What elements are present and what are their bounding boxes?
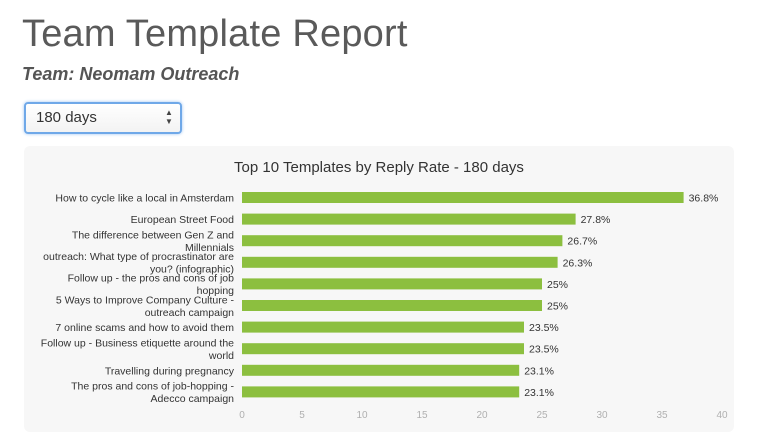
chart-title: Top 10 Templates by Reply Rate - 180 day… [234,159,524,176]
x-tick-label-25: 25 [536,410,548,421]
category-label-9: Travelling during pregnancy [105,365,235,377]
bar-3[interactable] [242,235,563,247]
date-range-select[interactable]: 180 days ▲ ▼ [24,102,182,134]
x-tick-label-35: 35 [656,410,668,421]
category-label-6-line-2: outreach campaign [145,307,234,319]
bar-6[interactable] [242,300,542,311]
bar-9[interactable] [242,364,520,376]
x-tick-label-40: 40 [716,410,728,421]
x-tick-label-5: 5 [299,410,305,421]
bars-layer [242,192,684,398]
data-label-7: 23.5% [529,322,559,334]
bar-1[interactable] [242,192,684,203]
data-label-9: 23.1% [524,365,554,377]
bar-8[interactable] [242,343,524,355]
data-label-5: 25% [547,279,568,291]
category-label-3-line-2: Millennials [185,242,234,254]
category-label-7: 7 online scams and how to avoid them [55,322,234,334]
category-label-5-line-2: hopping [197,285,235,297]
category-label-10-line-1: The pros and cons of job-hopping - [71,381,234,393]
category-label-10-line-2: Adecco campaign [151,393,235,405]
category-label-8-line-2: world [208,350,234,362]
x-tick-label-10: 10 [356,410,368,421]
chart-panel: Top 10 Templates by Reply Rate - 180 day… [24,146,734,432]
bar-7[interactable] [242,321,524,333]
value-labels: 36.8% 27.8% 26.7% 26.3% 25% 25% 23.5% 23.5% 23.1… [524,193,718,399]
category-labels: How to cycle like a local in Amsterdam Eu… [41,193,235,406]
category-label-2: European Street Food [131,214,234,226]
bar-10[interactable] [242,386,520,398]
x-tick-label-20: 20 [476,410,488,421]
category-label-6-line-1: 5 Ways to Improve Company Culture - [56,294,235,306]
bar-2[interactable] [242,213,576,225]
page-title: Team Template Report [22,13,408,55]
x-axis-ticks: 0 5 10 15 20 25 30 35 40 [239,410,728,421]
data-label-2: 27.8% [581,214,611,226]
bar-4[interactable] [242,256,558,268]
category-label-4-line-1: outreach: What type of procrastinator ar… [43,251,234,263]
category-label-4-line-2: you? (infographic) [150,264,234,276]
category-label-1: How to cycle like a local in Amsterdam [55,193,234,205]
x-tick-label-30: 30 [596,410,608,421]
date-range-value: 180 days [36,109,97,126]
data-label-4: 26.3% [563,257,593,269]
reply-rate-chart: Top 10 Templates by Reply Rate - 180 day… [41,159,728,421]
data-label-10: 23.1% [524,387,554,399]
data-label-1: 36.8% [689,193,719,205]
category-label-8-line-1: Follow up - Business etiquette around th… [41,337,234,349]
x-tick-label-0: 0 [239,410,245,421]
category-label-3-line-1: The difference between Gen Z and [72,229,234,241]
x-tick-label-15: 15 [416,410,428,421]
team-subtitle: Team: Neomam Outreach [22,64,240,84]
data-label-6: 25% [547,301,568,313]
select-arrows-icon: ▲ ▼ [165,108,173,126]
category-label-5-line-1: Follow up - the pros and cons of job [68,273,235,285]
bar-5[interactable] [242,278,542,290]
data-label-3: 26.7% [567,236,597,248]
data-label-8: 23.5% [529,344,559,356]
